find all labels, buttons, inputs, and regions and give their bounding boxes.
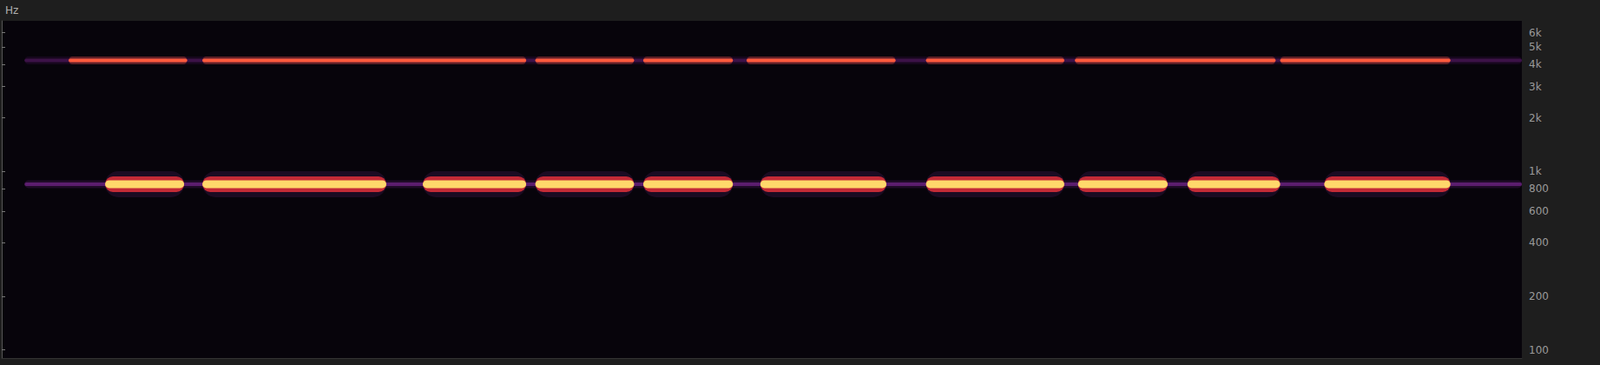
svg-text:100: 100 [1528, 343, 1549, 356]
svg-text:3k: 3k [1528, 80, 1542, 93]
svg-text:1k: 1k [1528, 164, 1542, 178]
svg-text:600: 600 [1528, 204, 1549, 218]
svg-text:5k: 5k [1528, 40, 1542, 53]
svg-text:Hz: Hz [5, 4, 19, 17]
svg-text:200: 200 [1528, 289, 1549, 303]
svg-text:400: 400 [1528, 236, 1549, 249]
svg-text:2k: 2k [1528, 111, 1542, 125]
svg-text:4k: 4k [1528, 58, 1542, 71]
svg-text:800: 800 [1528, 182, 1549, 195]
svg-text:6k: 6k [1528, 26, 1542, 40]
